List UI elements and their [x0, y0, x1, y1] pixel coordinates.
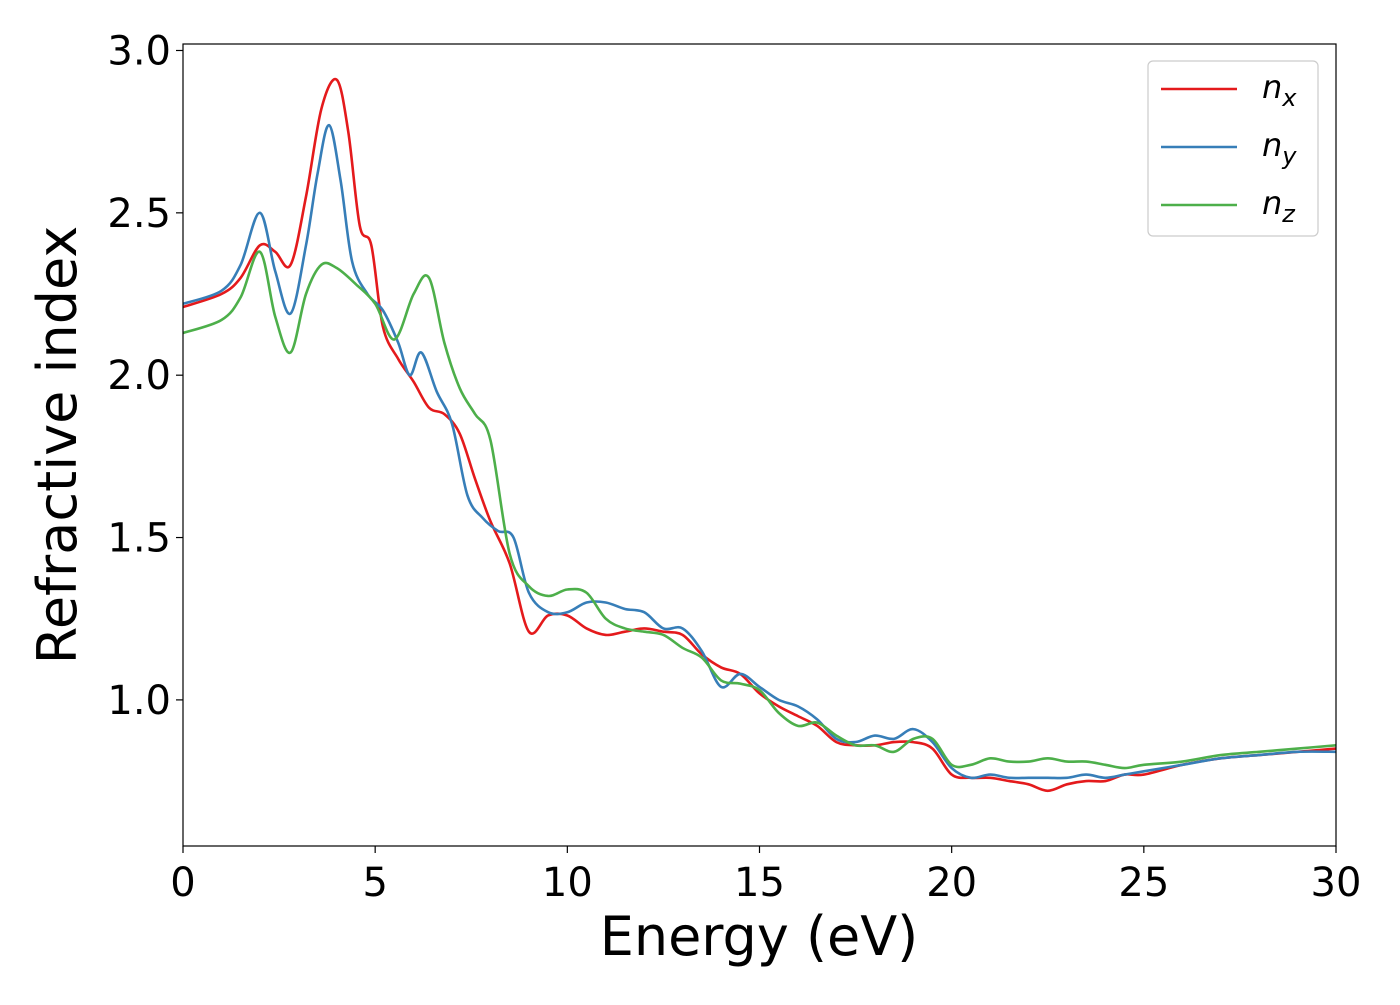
- x-tick-label: 10: [542, 860, 593, 906]
- x-axis-title: Energy (eV): [600, 905, 919, 968]
- x-axis-ticks: 0 5 10 15 20 25 30: [170, 846, 1361, 906]
- x-tick-label: 30: [1311, 860, 1362, 906]
- x-tick-label: 15: [734, 860, 785, 906]
- y-tick-label: 3.0: [107, 28, 171, 74]
- x-tick-label: 0: [170, 860, 195, 906]
- y-tick-label: 2.5: [107, 191, 171, 237]
- x-tick-label: 5: [362, 860, 387, 906]
- y-tick-label: 2.0: [107, 353, 171, 399]
- legend-label-n-y: ny: [1262, 126, 1297, 170]
- series-line-n-z: [182, 250, 1337, 770]
- series-line-n-y: [182, 123, 1337, 780]
- y-tick-label: 1.5: [107, 516, 171, 562]
- x-tick-label: 20: [926, 860, 977, 906]
- y-axis-ticks: 1.0 1.5 2.0 2.5 3.0: [107, 28, 183, 724]
- series-layer: [182, 77, 1337, 793]
- legend-label-n-x: nx: [1262, 68, 1297, 112]
- legend-frame: [1147, 60, 1319, 237]
- series-line-n-x: [182, 77, 1337, 793]
- y-axis-title: Refractive index: [26, 226, 89, 665]
- x-tick-label: 25: [1118, 860, 1169, 906]
- y-tick-label: 1.0: [107, 678, 171, 724]
